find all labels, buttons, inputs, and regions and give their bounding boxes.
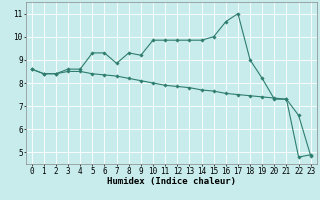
X-axis label: Humidex (Indice chaleur): Humidex (Indice chaleur) (107, 177, 236, 186)
